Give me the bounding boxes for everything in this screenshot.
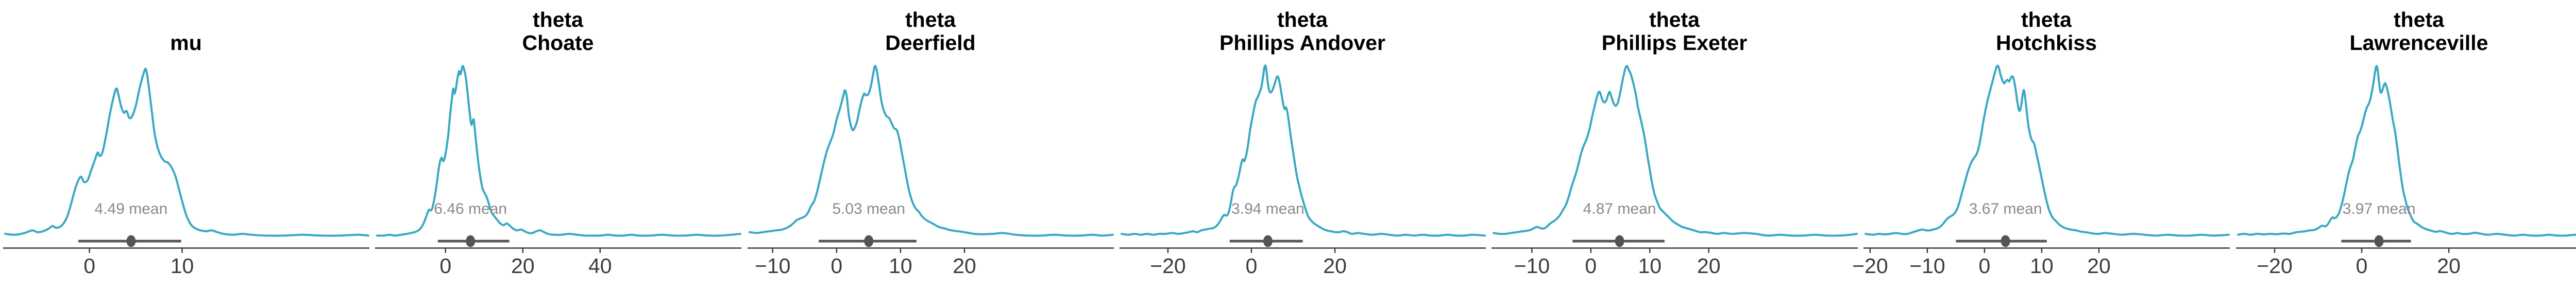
density-panel-theta-lawrenceville: theta Lawrenceville 3.97 mean −20 0 20 [2233,0,2576,288]
x-tick-label: −10 [1514,254,1550,278]
mean-label: 5.03 mean [832,200,905,217]
x-tick-label: 10 [171,254,194,278]
panel-title-line: theta [1277,8,1328,31]
x-tick-label: 20 [953,254,976,278]
x-tick-label: −20 [2257,254,2293,278]
kde-curve [376,64,742,237]
kde-curve [1120,64,1486,237]
kde-curve [748,64,1114,237]
kde-curve [4,67,369,237]
panel-title-line: mu [170,31,202,55]
mean-point-marker [2001,235,2011,247]
kde-curve [1493,65,1858,237]
x-tick-label: 0 [1979,254,1991,278]
x-tick-label: 20 [2088,254,2111,278]
mean-point-marker [1615,235,1624,247]
panel-title-line: Hotchkiss [1996,31,2097,55]
mean-label: 4.87 mean [1583,200,1656,217]
mean-label: 6.46 mean [434,200,507,217]
density-panel-theta-phillips-exeter: theta Phillips Exeter 4.87 mean −10 0 10 20 [1488,0,1860,288]
x-tick-label: 0 [83,254,95,278]
mean-point-marker [126,235,136,247]
panel-title-line: theta [1649,8,1700,31]
x-tick-label: 40 [588,254,612,278]
density-panel-theta-phillips-andover: theta Phillips Andover 3.94 mean −20 0 20 [1116,0,1488,288]
x-tick-label: 20 [511,254,535,278]
panel-title-line: theta [2022,8,2073,31]
panel-title-line: theta [905,8,956,31]
x-tick-label: 20 [1323,254,1347,278]
density-plot-mu: mu 4.49 mean 0 10 [3,31,369,278]
panel-title-line: Phillips Exeter [1602,31,1748,55]
x-tick-label: 10 [2030,254,2054,278]
x-tick-label: −20 [1853,254,1889,278]
x-tick-label: 0 [440,254,452,278]
x-tick-label: 20 [2437,254,2461,278]
x-tick-label: 0 [831,254,842,278]
x-tick-label: −10 [754,254,790,278]
density-panel-mu: mu 4.49 mean 0 10 [0,0,372,288]
density-panel-theta-deerfield: theta Deerfield 5.03 mean −10 0 10 20 [744,0,1116,288]
mean-point-marker [466,235,476,247]
mean-label: 4.49 mean [95,200,168,217]
x-tick-label: 0 [1585,254,1597,278]
density-panel-theta-choate: theta Choate 6.46 mean 0 20 40 [372,0,744,288]
mean-label: 3.97 mean [2343,200,2416,217]
x-tick-label: −10 [1910,254,1946,278]
x-tick-label: 20 [1697,254,1721,278]
x-tick-label: 10 [1638,254,1662,278]
x-tick-label: 0 [2355,254,2367,278]
density-panel-theta-hotchkiss: theta Hotchkiss 3.67 mean −20 −10 0 10 20 [1853,0,2232,288]
x-tick-label: −20 [1150,254,1186,278]
x-tick-label: 0 [1246,254,1258,278]
x-tick-label: 10 [889,254,912,278]
panel-title-line: theta [2394,8,2445,31]
kde-curve [2236,65,2576,237]
panel-title-line: Lawrenceville [2349,31,2488,55]
panel-title-line: theta [533,8,584,31]
panel-title-line: Phillips Andover [1219,31,1385,55]
panel-title-line: Choate [522,31,594,55]
mean-point-marker [863,235,873,247]
mean-label: 3.67 mean [1969,200,2042,217]
mean-point-marker [2374,235,2384,247]
kde-curve [1865,64,2230,237]
panel-title-line: Deerfield [885,31,975,55]
mean-point-marker [1263,235,1273,247]
mean-label: 3.94 mean [1231,200,1304,217]
